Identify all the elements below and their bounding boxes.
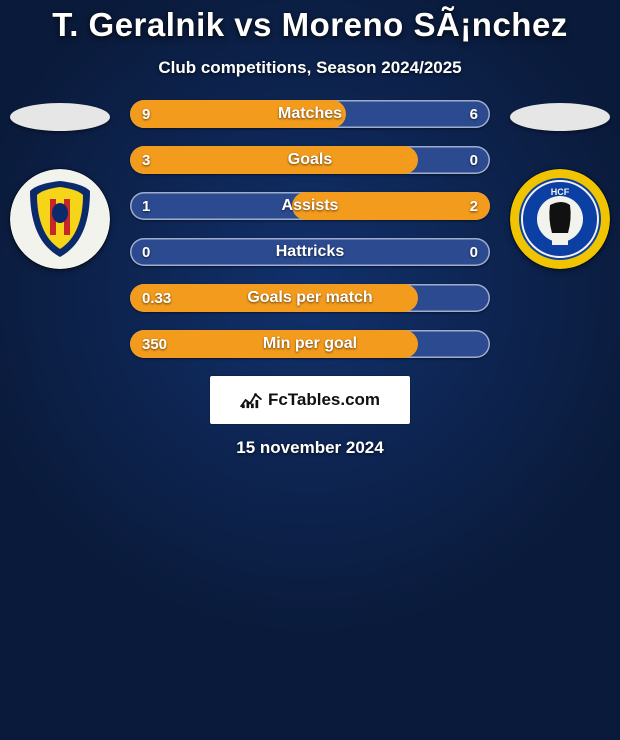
source-text: FcTables.com <box>268 390 380 410</box>
bar-left-fill <box>130 100 346 128</box>
left-player-tag <box>10 103 110 131</box>
bar-right-value: 6 <box>470 100 478 128</box>
bar-left-value: 1 <box>142 192 150 220</box>
left-player-col <box>0 100 120 269</box>
svg-text:HCF: HCF <box>551 187 570 197</box>
fctables-icon <box>240 391 262 409</box>
bar-right-value: 0 <box>470 146 478 174</box>
bar-left-value: 0 <box>142 238 150 266</box>
page-title: T. Geralnik vs Moreno SÃ¡nchez <box>0 6 620 44</box>
bar-left-fill <box>130 146 418 174</box>
comparison-card: T. Geralnik vs Moreno SÃ¡nchez Club comp… <box>0 0 620 580</box>
stat-bars: 96Matches30Goals12Assists00Hattricks0.33… <box>120 100 500 358</box>
date-label: 15 november 2024 <box>0 438 620 458</box>
right-player-tag <box>510 103 610 131</box>
stat-bar: 30Goals <box>130 146 490 174</box>
stat-bar: 12Assists <box>130 192 490 220</box>
subtitle: Club competitions, Season 2024/2025 <box>0 58 620 78</box>
bar-left-fill <box>130 330 418 358</box>
stat-bar: 0.33Goals per match <box>130 284 490 312</box>
right-club-crest-icon: HCF <box>510 169 610 269</box>
bar-label: Hattricks <box>130 238 490 266</box>
right-player-col: HCF <box>500 100 620 269</box>
stat-bar: 96Matches <box>130 100 490 128</box>
stats-area: 96Matches30Goals12Assists00Hattricks0.33… <box>0 100 620 358</box>
bar-right-fill <box>292 192 490 220</box>
source-badge: FcTables.com <box>210 376 410 424</box>
bar-right-value: 0 <box>470 238 478 266</box>
left-club-crest-icon <box>10 169 110 269</box>
bar-left-fill <box>130 284 418 312</box>
stat-bar: 0 0Hattricks <box>130 238 490 266</box>
stat-bar: 350Min per goal <box>130 330 490 358</box>
